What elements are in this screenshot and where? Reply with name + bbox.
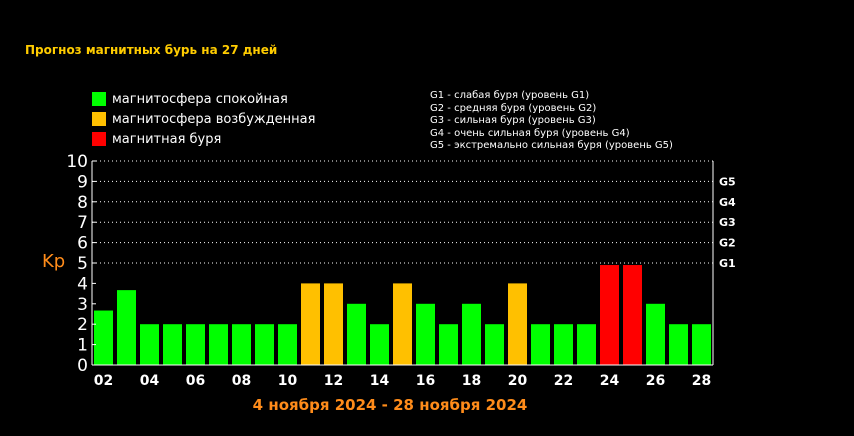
bar <box>554 324 573 365</box>
x-tick-label: 22 <box>554 373 573 389</box>
bar <box>140 324 159 365</box>
legend-swatch-calm <box>92 92 106 106</box>
bar <box>485 324 504 365</box>
x-tick-label: 16 <box>416 373 435 389</box>
bar <box>577 324 596 365</box>
legend-item-storm: магнитная буря <box>92 129 315 149</box>
x-tick-label: 04 <box>140 373 160 389</box>
legend-swatch-storm <box>92 132 106 146</box>
bar <box>531 324 550 365</box>
bar <box>669 324 688 365</box>
y-tick-label: 8 <box>77 193 88 213</box>
storm-scale-g1: G1 - слабая буря (уровень G1) <box>430 90 590 101</box>
bar <box>324 283 343 365</box>
right-axis-label: G3 <box>719 216 736 229</box>
bar <box>186 324 205 365</box>
y-tick-label: 5 <box>77 254 88 274</box>
x-tick-label: 24 <box>600 373 620 389</box>
legend-label-storm: магнитная буря <box>112 131 222 147</box>
y-tick-label: 1 <box>77 336 88 356</box>
bar <box>439 324 458 365</box>
storm-scale-g2: G2 - средняя буря (уровень G2) <box>430 102 597 114</box>
bar <box>600 265 619 365</box>
x-tick-label: 12 <box>324 373 343 389</box>
right-axis-label: G2 <box>719 237 736 250</box>
right-axis-label: G5 <box>719 175 736 188</box>
x-tick-label: 14 <box>370 373 390 389</box>
y-tick-label: 3 <box>77 295 88 315</box>
storm-scale-g4: G4 - очень сильная буря (уровень G4) <box>430 127 630 139</box>
date-range: 4 ноября 2024 - 28 ноября 2024 <box>252 396 528 414</box>
legend-item-excited: магнитосфера возбужденная <box>92 109 315 129</box>
y-tick-label: 6 <box>77 234 88 254</box>
bar <box>416 303 435 365</box>
bar <box>646 303 665 365</box>
bar <box>347 303 366 365</box>
y-tick-label: 2 <box>77 315 88 335</box>
storm-scale-g5: G5 - экстремально сильная буря (уровень … <box>430 140 673 151</box>
bar <box>163 324 182 365</box>
bar <box>508 283 527 365</box>
legend: магнитосфера спокойная магнитосфера возб… <box>92 89 315 149</box>
y-tick-label: 10 <box>66 152 88 172</box>
storm-scale-g3: G3 - сильная буря (уровень G3) <box>430 115 596 126</box>
x-tick-label: 08 <box>232 373 251 389</box>
bar <box>462 303 481 365</box>
bar <box>209 324 228 365</box>
x-tick-label: 18 <box>462 373 481 389</box>
x-tick-label: 06 <box>186 373 205 389</box>
bar <box>278 324 297 365</box>
x-tick-label: 28 <box>692 373 711 389</box>
legend-label-calm: магнитосфера спокойная <box>112 91 288 107</box>
legend-swatch-excited <box>92 112 106 126</box>
right-axis-label: G4 <box>719 196 736 209</box>
x-tick-label: 20 <box>508 373 528 389</box>
bar <box>393 283 412 365</box>
bar <box>117 290 136 365</box>
y-axis-label: Kp <box>42 251 66 272</box>
legend-item-calm: магнитосфера спокойная <box>92 89 315 109</box>
bar <box>301 283 320 365</box>
y-tick-label: 7 <box>77 213 88 233</box>
x-tick-label: 26 <box>646 373 665 389</box>
chart-title: Прогноз магнитных бурь на 27 дней <box>25 43 278 57</box>
right-axis-label: G1 <box>719 257 736 270</box>
storm-scale-legend: G1 - слабая буря (уровень G1) G2 - средн… <box>430 90 673 153</box>
bar <box>94 310 113 365</box>
bar <box>232 324 251 365</box>
bar <box>370 324 389 365</box>
y-tick-label: 4 <box>77 274 88 294</box>
legend-label-excited: магнитосфера возбужденная <box>112 111 316 127</box>
x-tick-label: 10 <box>278 373 298 389</box>
bar <box>255 324 274 365</box>
y-tick-label: 9 <box>77 172 88 192</box>
x-tick-label: 02 <box>94 373 113 389</box>
y-tick-label: 0 <box>77 356 88 376</box>
bar <box>623 265 642 365</box>
bar <box>692 324 711 365</box>
